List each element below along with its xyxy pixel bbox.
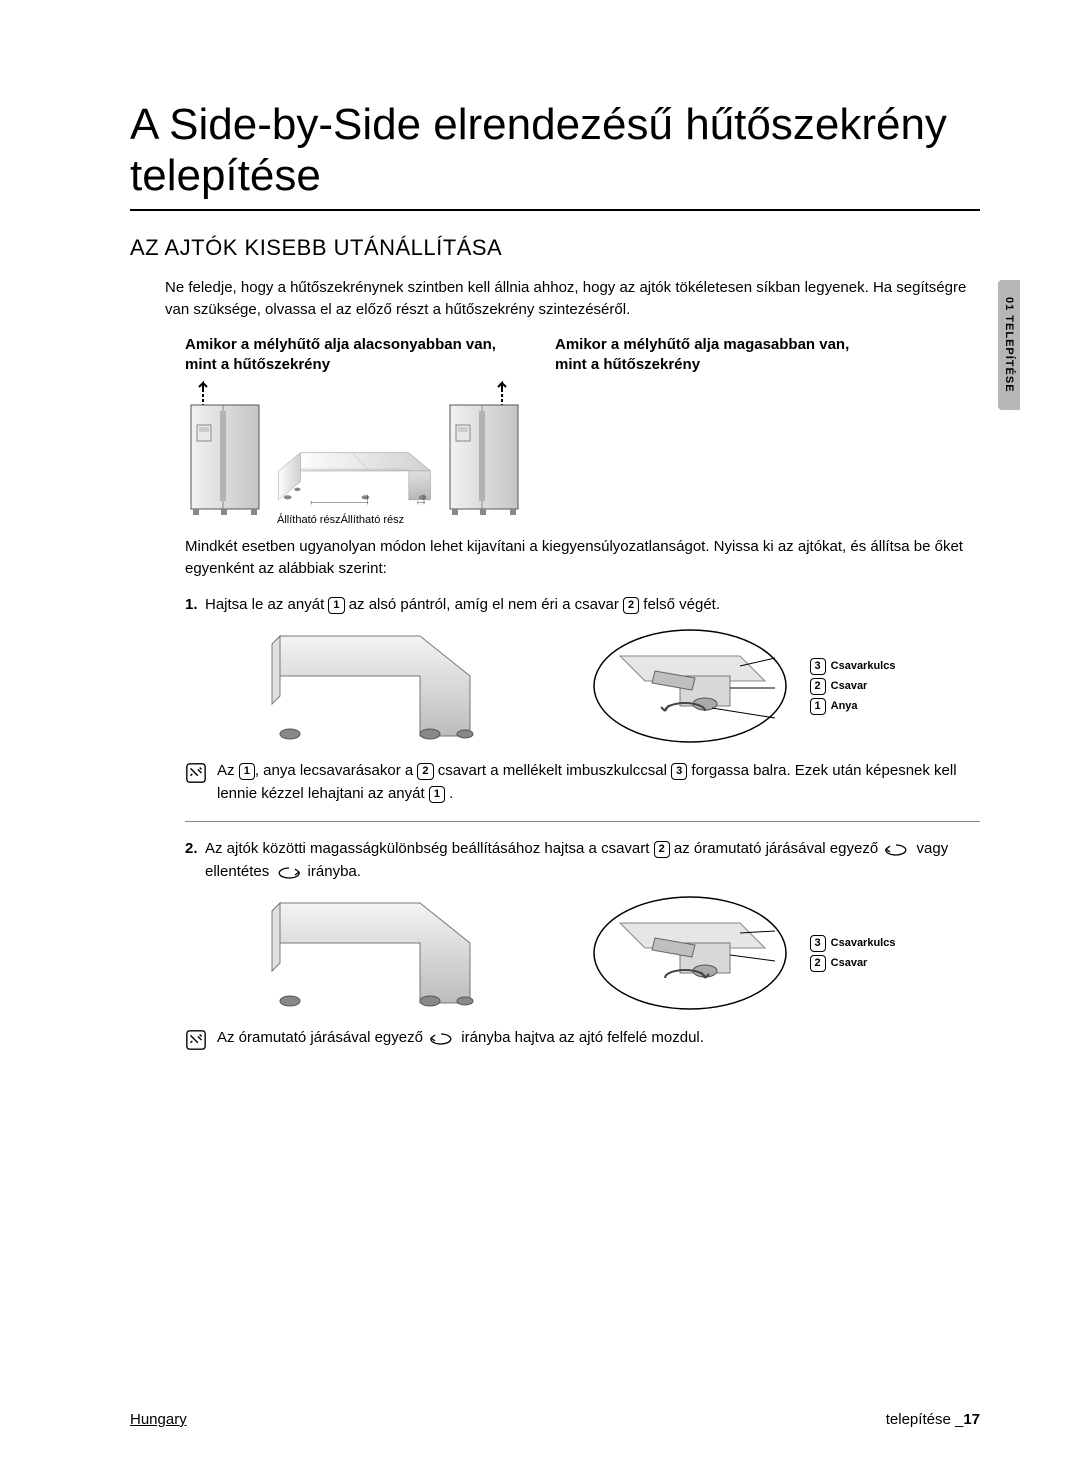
n1a: Az	[217, 762, 239, 779]
step-2: 2. Az ajtók közötti magasságkülönbség be…	[185, 838, 980, 1013]
hinge-detail-1-svg	[590, 626, 790, 746]
ref-2: 2	[623, 597, 639, 614]
big-fridge-fig: Állítható rész Állítható rész	[275, 451, 434, 526]
figure-row-main: Állítható rész Állítható rész	[185, 381, 980, 526]
illustration-1: 3 Csavarkulcs 2 Csavar 1 Anya	[185, 626, 980, 746]
callout-num-2b: 2	[810, 955, 826, 972]
s2d: irányba.	[303, 863, 361, 880]
footer-page-label: telepítése _	[886, 1411, 964, 1428]
fridge-small-right-svg	[444, 381, 524, 521]
cw-arrow-icon	[882, 842, 912, 856]
footer-page-num: 17	[963, 1411, 980, 1428]
n1-ref1b: 1	[429, 786, 445, 803]
n1-ref1: 1	[239, 763, 255, 780]
step2-content: Az ajtók közötti magasságkülönbség beáll…	[205, 838, 980, 883]
case-left-label: Amikor a mélyhűtő alja alacsonyabban van…	[185, 335, 515, 376]
manual-page: 01 TELEPÍTÉSE A Side-by-Side elrendezésű…	[0, 0, 1080, 1483]
case-right-label: Amikor a mélyhűtő alja magasabban van, m…	[555, 335, 885, 376]
fridge-big-svg	[275, 451, 434, 507]
callout-c3b: Csavarkulcs	[831, 937, 896, 949]
n1b: , anya lecsavarásakor a	[255, 762, 418, 779]
callout-num-3a: 3	[810, 658, 826, 675]
small-fridge-right-fig	[444, 381, 524, 526]
adj-label-right: Állítható rész	[341, 514, 405, 526]
step1-content: Hajtsa le az anyát 1 az alsó pántról, am…	[205, 594, 980, 617]
footer-page: telepítése _17	[886, 1411, 980, 1428]
side-tab-label: 01 TELEPÍTÉSE	[1003, 297, 1015, 393]
illustration-2: 3 Csavarkulcs 2 Csavar	[185, 893, 980, 1013]
section-title: AZ AJTÓK KISEBB UTÁNÁLLÍTÁSA	[130, 235, 980, 261]
fridge-small-left-svg	[185, 381, 265, 521]
step-1: 1. Hajtsa le az anyát 1 az alsó pántról,…	[185, 594, 980, 747]
s2b: az óramutató járásával egyező	[670, 840, 883, 857]
step2-number: 2.	[185, 838, 205, 883]
hinge-detail-2-svg	[590, 893, 790, 1013]
chapter-title: A Side-by-Side elrendezésű hűtőszekrény …	[130, 100, 980, 211]
step1-mid: az alsó pántról, amíg el nem éri a csava…	[345, 596, 623, 613]
n2a: Az óramutató járásával egyező	[217, 1029, 427, 1046]
n2b: irányba hajtva az ajtó felfelé mozdul.	[457, 1029, 704, 1046]
note-icon-2	[185, 1029, 207, 1051]
n1-ref3: 3	[671, 763, 687, 780]
intro-paragraph: Ne feledje, hogy a hűtőszekrénynek szint…	[165, 277, 980, 321]
footer-language: Hungary	[130, 1411, 187, 1428]
hinge-close-1-svg	[270, 626, 570, 746]
case-labels-row: Amikor a mélyhűtő alja alacsonyabban van…	[185, 335, 980, 376]
callouts-2: 3 Csavarkulcs 2 Csavar	[810, 932, 896, 975]
step1-number: 1.	[185, 594, 205, 617]
step1-pre: Hajtsa le az anyát	[205, 596, 328, 613]
small-fridge-left-fig	[185, 381, 265, 526]
note2-text: Az óramutató járásával egyező irányba ha…	[217, 1027, 704, 1050]
s2a: Az ajtók közötti magasságkülönbség beáll…	[205, 840, 654, 857]
ref-1: 1	[328, 597, 344, 614]
cw-arrow-icon-2	[427, 1031, 457, 1045]
paragraph-2: Mindkét esetben ugyanolyan módon lehet k…	[185, 536, 980, 580]
callout-c2a: Csavar	[831, 680, 868, 692]
callout-c3a: Csavarkulcs	[831, 660, 896, 672]
step1-post: felső végét.	[639, 596, 720, 613]
note-2: Az óramutató járásával egyező irányba ha…	[185, 1027, 980, 1067]
callouts-1: 3 Csavarkulcs 2 Csavar 1 Anya	[810, 655, 896, 718]
callout-num-1a: 1	[810, 698, 826, 715]
n1-ref2: 2	[417, 763, 433, 780]
n1e: .	[445, 785, 453, 802]
note1-text: Az 1, anya lecsavarásakor a 2 csavart a …	[217, 760, 980, 805]
callout-c2b: Csavar	[831, 957, 868, 969]
page-footer: Hungary telepítése _17	[130, 1411, 980, 1428]
s2-ref2: 2	[654, 841, 670, 858]
ccw-arrow-icon	[273, 865, 303, 879]
callout-num-3b: 3	[810, 935, 826, 952]
hinge-close-2-svg	[270, 893, 570, 1013]
section-side-tab: 01 TELEPÍTÉSE	[998, 280, 1020, 410]
note-1: Az 1, anya lecsavarásakor a 2 csavart a …	[185, 760, 980, 822]
adj-label-left: Állítható rész	[277, 514, 341, 526]
callout-num-2a: 2	[810, 678, 826, 695]
note-icon-1	[185, 762, 207, 784]
callout-c1a: Anya	[831, 700, 858, 712]
n1c: csavart a mellékelt imbuszkulccsal	[434, 762, 672, 779]
